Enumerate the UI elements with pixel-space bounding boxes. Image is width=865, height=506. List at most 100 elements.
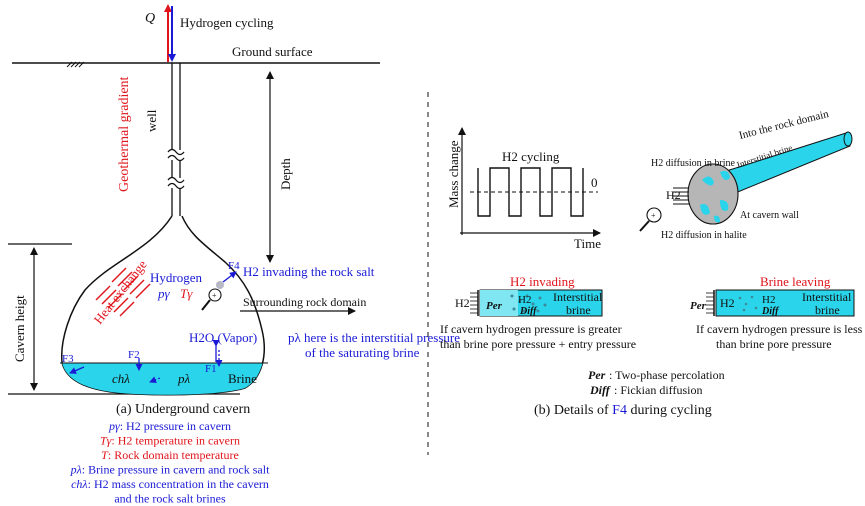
diff-def-symbol: Diff bbox=[589, 383, 611, 397]
legend-description: : H2 pressure in cavern bbox=[120, 419, 231, 433]
at-cavern-wall-label: At cavern wall bbox=[740, 210, 799, 221]
p-lambda-note-2: of the saturating brine bbox=[305, 345, 420, 360]
cycling-arrowhead-up bbox=[164, 4, 172, 12]
leaving-h2-inside: H2 bbox=[762, 294, 775, 306]
ground-hatch bbox=[66, 61, 85, 68]
legend-symbol: pλ bbox=[70, 463, 82, 477]
cycling-arrowhead-down bbox=[168, 54, 176, 62]
p-gamma-label: pγ bbox=[157, 286, 171, 301]
legend-description: : H2 temperature in cavern bbox=[111, 434, 240, 448]
leaving-per: Per bbox=[690, 300, 707, 312]
invading-front bbox=[480, 290, 518, 316]
zero-label: 0 bbox=[591, 175, 598, 190]
caption-b-f4: F4 bbox=[612, 403, 627, 418]
legend-symbol: pγ bbox=[108, 419, 120, 433]
legend-description: : Brine pressure in cavern and rock salt bbox=[82, 463, 270, 477]
legend-row: and the rock salt brines bbox=[114, 492, 226, 506]
t-gamma-label: Tγ bbox=[180, 286, 193, 301]
depth-label: Depth bbox=[278, 158, 293, 190]
well-casing bbox=[167, 63, 185, 216]
invading-inflow bbox=[470, 292, 478, 314]
f1-label: F1 bbox=[205, 363, 217, 375]
caption-b: (b) Details of F4 during cycling bbox=[534, 403, 712, 418]
leaving-outflow bbox=[706, 292, 714, 314]
h2-label-zoom: H2 bbox=[666, 188, 681, 202]
heat-exchange-arrows bbox=[95, 267, 151, 317]
geothermal-gradient-label: Geothermal gradient bbox=[117, 76, 132, 192]
leaving-title: Brine leaving bbox=[760, 274, 831, 289]
leaving-diff: Diff bbox=[761, 306, 780, 317]
invading-per: Per bbox=[486, 300, 503, 312]
leaving-brine: brine bbox=[815, 303, 840, 317]
invading-h2-outside: H2 bbox=[455, 296, 470, 310]
f3-arrow bbox=[69, 366, 85, 374]
legend-description: and the rock salt brines bbox=[114, 492, 226, 506]
legend-row: chλ: H2 mass concentration in the cavern bbox=[71, 477, 269, 491]
leaving-tube bbox=[715, 289, 855, 317]
f2-label: F2 bbox=[128, 349, 140, 361]
svg-text:+: + bbox=[651, 211, 656, 220]
c-hl-label: chλ bbox=[112, 371, 130, 386]
mass-change-label: Mass change bbox=[446, 140, 461, 208]
f4-arrow bbox=[222, 271, 237, 283]
panel-details-f4: Mass change Time 0 H2 cycling + bbox=[440, 108, 863, 418]
f3-label: F3 bbox=[62, 353, 74, 365]
h2-diff-halite-label: H2 diffusion in halite bbox=[661, 230, 747, 241]
p-lambda-note-1: pλ here is the interstitial pressure bbox=[288, 330, 460, 345]
caption-a: (a) Underground cavern bbox=[116, 402, 250, 417]
legend-symbol: chλ bbox=[71, 477, 88, 491]
magnifier-icon-right: + bbox=[639, 207, 662, 232]
invading-h2-inside: H2 bbox=[518, 294, 531, 306]
invading-note-2: than brine pore pressure + entry pressur… bbox=[440, 337, 636, 351]
legend-symbol: Tγ bbox=[100, 434, 112, 448]
invading-title: H2 invading bbox=[510, 274, 575, 289]
h2-invading-label: H2 invading the rock salt bbox=[243, 264, 375, 279]
panel-underground-cavern: Q Hydrogen cycling Ground surface well G… bbox=[8, 4, 460, 506]
heat-exchange-label: Heat exchange bbox=[91, 257, 150, 327]
leaving-note-2: than brine pore pressure bbox=[716, 337, 832, 351]
hydrogen-cycling-label: Hydrogen cycling bbox=[180, 15, 274, 30]
time-label: Time bbox=[574, 236, 601, 251]
hydrogen-label: Hydrogen bbox=[150, 270, 202, 285]
legend-row: Tγ: H2 temperature in cavern bbox=[100, 434, 240, 448]
invading-diff: Diff bbox=[519, 306, 538, 317]
invading-bubbles bbox=[510, 294, 547, 313]
f4-spot bbox=[216, 281, 224, 289]
h2-inflow-lines bbox=[673, 187, 689, 205]
per-def-symbol: Per bbox=[588, 368, 606, 382]
brine-label: Brine bbox=[228, 371, 257, 386]
legend-description: : Rock domain temperature bbox=[108, 448, 239, 462]
pore-zoom bbox=[673, 131, 853, 225]
legend-description: : H2 mass concentration in the cavern bbox=[88, 477, 269, 491]
surrounding-label: Surrounding rock domain bbox=[243, 295, 366, 309]
svg-text:+: + bbox=[212, 291, 217, 300]
h2-cycling-label: H2 cycling bbox=[502, 149, 560, 164]
legend-symbol: T bbox=[101, 448, 109, 462]
leaving-bubbles bbox=[738, 295, 758, 312]
into-rock-label: Into the rock domain bbox=[738, 108, 831, 142]
diff-def-text: : Fickian diffusion bbox=[614, 383, 702, 397]
legend-row: pγ: H2 pressure in cavern bbox=[108, 419, 231, 433]
q-label: Q bbox=[145, 11, 155, 26]
cavern-height-label: Cavern heigt bbox=[12, 295, 27, 362]
leaving-h2-outside: H2 bbox=[720, 296, 735, 310]
caption-b-prefix: (b) Details of bbox=[534, 403, 612, 418]
caption-b-suffix: during cycling bbox=[627, 403, 712, 418]
diffusion-arrow bbox=[149, 376, 161, 384]
f4-label: F4 bbox=[228, 260, 240, 272]
invading-interstitial: Interstitial bbox=[553, 290, 603, 304]
h2o-vapor-label: H2O (Vapor) bbox=[189, 330, 257, 345]
invading-brine: brine bbox=[566, 303, 591, 317]
ground-surface-label: Ground surface bbox=[232, 44, 313, 59]
well-label: well bbox=[144, 109, 159, 132]
p-lambda-label: pλ bbox=[177, 371, 191, 386]
leaving-note-1: If cavern hydrogen pressure is less bbox=[696, 322, 863, 336]
per-def-text: : Two-phase percolation bbox=[609, 368, 725, 382]
legend-row: T: Rock domain temperature bbox=[101, 448, 239, 462]
halite-grain bbox=[687, 163, 739, 225]
legend-row: pλ: Brine pressure in cavern and rock sa… bbox=[70, 463, 270, 477]
invading-note-1: If cavern hydrogen pressure is greater bbox=[440, 322, 622, 336]
leaving-interstitial: Interstitial bbox=[802, 290, 852, 304]
